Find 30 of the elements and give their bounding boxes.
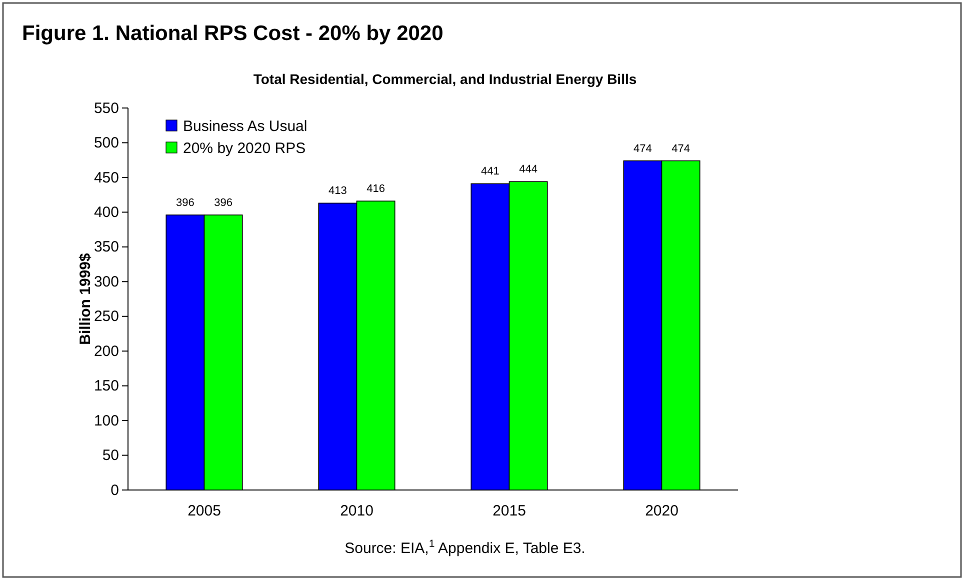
- x-tick-label: 2020: [645, 502, 678, 520]
- chart-subtitle: Total Residential, Commercial, and Industrial Energy Bills: [253, 71, 637, 87]
- y-tick-label: 350: [94, 238, 119, 256]
- data-label: 474: [672, 142, 690, 155]
- y-axis-title: Billion 1999$: [77, 252, 94, 345]
- x-tick-label: 2015: [492, 502, 526, 520]
- data-label: 441: [481, 166, 500, 178]
- x-tick-label: 2010: [340, 502, 374, 520]
- source-note: Source: EIA,$^{1}$ Appendix E, Table E3.: [344, 538, 586, 557]
- y-tick-label: 150: [94, 378, 119, 395]
- x-tick-label: 2005: [188, 502, 221, 520]
- y-tick-label: 500: [94, 134, 119, 152]
- data-label: 396: [176, 196, 194, 209]
- chart-title: Figure 1. National RPS Cost - 20% by 2020: [22, 22, 444, 45]
- data-label: 416: [366, 183, 385, 196]
- legend-label: 20% by 2020 RPS: [183, 140, 306, 157]
- y-tick-label: 250: [94, 308, 119, 326]
- y-tick-label: 50: [102, 447, 119, 464]
- y-tick-label: 200: [94, 342, 119, 360]
- data-label: 413: [328, 185, 347, 198]
- y-tick-label: 0: [110, 482, 119, 499]
- y-tick-label: 300: [94, 273, 119, 290]
- y-tick-label: 400: [94, 204, 119, 221]
- y-tick-label: 450: [94, 169, 119, 186]
- legend-label: Business As Usual: [183, 118, 308, 135]
- y-tick-label: 100: [94, 412, 119, 430]
- data-label: 474: [634, 142, 652, 155]
- y-tick-label: 550: [94, 100, 119, 117]
- data-label: 396: [214, 196, 232, 209]
- data-label: 444: [519, 164, 538, 176]
